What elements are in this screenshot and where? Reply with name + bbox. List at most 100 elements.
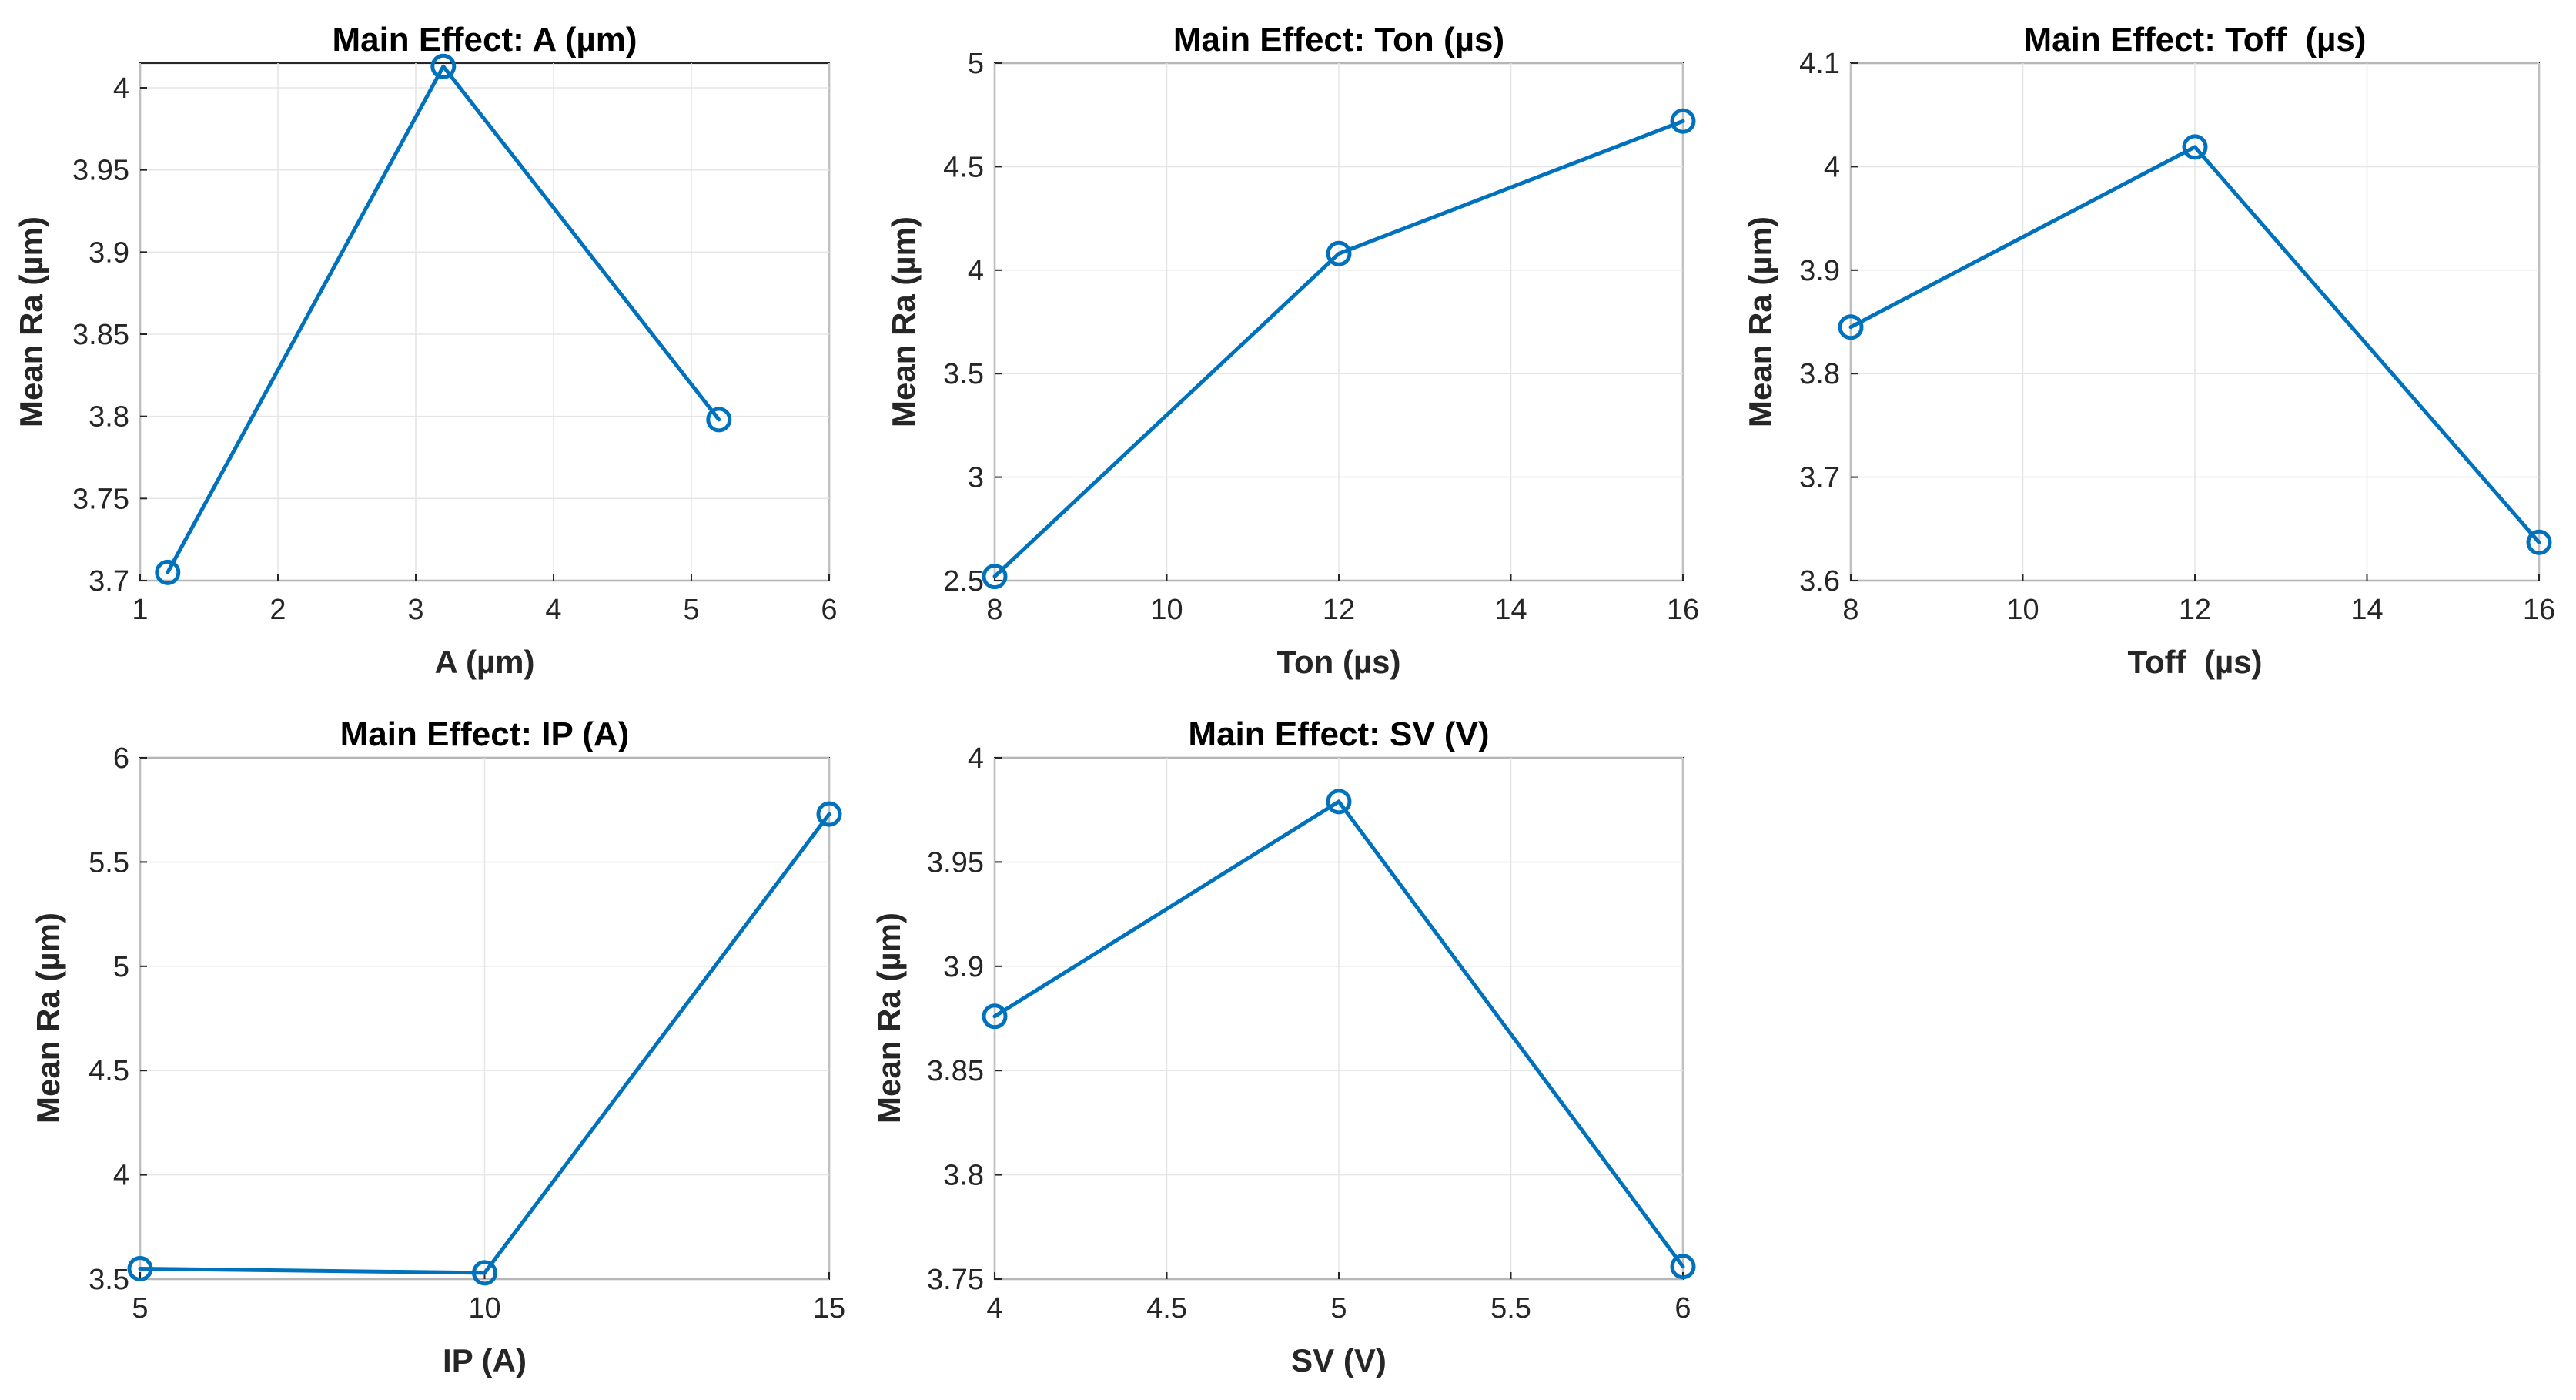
x-tick-label: 6 [821,594,837,626]
y-tick-label: 5.5 [89,846,129,879]
y-tick-label: 4.5 [89,1055,129,1087]
y-tick-label: 6 [113,742,129,775]
series-line [992,119,1685,579]
plot-main-effect-ip: Main Effect: IP (A) IP (A) Mean Ra (µm) … [30,715,845,1378]
data-point-marker [430,53,457,79]
data-point-marker [127,1255,153,1281]
grid [994,757,1684,1280]
x-tick-label: 10 [468,1292,500,1325]
data-point-marker [155,559,181,585]
y-tick-label: 3.9 [1799,255,1840,287]
x-tick-label: 16 [1667,594,1699,626]
y-tick-label: 3.95 [72,155,129,187]
axes-box [139,62,831,582]
plot-main-effect-toff: Main Effect: Toff (µs) Toff (µs) Mean Ra… [1742,21,2555,680]
y-tick-label: 4.1 [1799,48,1840,80]
y-tick-label: 4 [1824,151,1840,183]
y-tick-label: 3.8 [943,1160,984,1192]
y-tick-label: 3.6 [1799,565,1840,598]
y-axis-label: Mean Ra (µm) [885,216,922,427]
x-tick-label: 5 [683,594,699,626]
data-point-marker [982,564,1008,590]
data-point-marker [2526,529,2552,555]
x-tick-label: 5 [1330,1292,1347,1325]
x-tick-label: 10 [1150,594,1183,626]
y-tick-label: 5 [113,951,129,983]
x-tick-label: 2 [269,594,286,626]
y-tick-label: 3.85 [927,1055,984,1087]
plot-title: Main Effect: Ton (µs) [1173,21,1504,59]
x-axis-label: IP (A) [443,1342,527,1378]
series-line [166,64,721,574]
y-tick-label: 3.7 [89,565,129,598]
x-tick-label: 4 [986,1292,1002,1325]
grid [139,63,830,581]
x-tick-label: 14 [2350,594,2383,626]
x-tick-label: 5 [132,1292,148,1325]
x-axis-label: SV (V) [1291,1342,1387,1378]
y-tick-label: 3.7 [1799,462,1840,494]
x-tick-label: 14 [1494,594,1527,626]
plot-title: Main Effect: SV (V) [1188,715,1489,753]
data-point-marker [1326,789,1352,815]
data-point-marker [706,407,732,433]
plot-title: Main Effect: Toff (µs) [2024,21,2367,59]
y-tick-label: 3.5 [89,1264,129,1296]
x-tick-label: 15 [813,1292,845,1325]
data-point-marker [472,1260,497,1286]
y-tick-label: 3.75 [72,483,129,515]
y-tick-label: 4 [113,1160,129,1192]
y-tick-label: 4 [113,72,129,105]
y-tick-label: 3 [968,462,984,494]
x-tick-label: 12 [2179,594,2211,626]
x-tick-label: 16 [2523,594,2555,626]
data-point-marker [1670,1254,1696,1280]
plot-main-effect-a: Main Effect: A (µm) A (µm) Mean Ra (µm) … [13,21,837,680]
series-line [1848,145,2541,544]
plot-title: Main Effect: IP (A) [340,715,630,753]
y-axis-label: Mean Ra (µm) [13,216,49,427]
y-tick-label: 4 [968,255,984,287]
x-axis-label: Ton (µs) [1276,644,1400,680]
data-point-marker [1670,108,1696,134]
y-tick-label: 3.8 [89,401,129,434]
grid [139,757,830,1280]
x-tick-label: 8 [1842,594,1858,626]
y-tick-label: 3.8 [1799,358,1840,390]
data-point-marker [1326,240,1352,266]
x-axis-label: Toff (µs) [2127,644,2262,680]
y-tick-label: 2.5 [943,565,984,598]
x-tick-label: 4.5 [1146,1292,1187,1325]
data-point-marker [2182,134,2208,160]
x-axis-label: A (µm) [435,644,535,680]
plot-main-effect-sv: Main Effect: SV (V) SV (V) Mean Ra (µm) … [871,715,1696,1378]
x-tick-label: 10 [2006,594,2039,626]
x-tick-label: 8 [986,594,1002,626]
x-tick-label: 4 [545,594,561,626]
y-tick-label: 3.9 [89,236,129,269]
y-tick-label: 3.75 [927,1264,984,1296]
y-axis-label: Mean Ra (µm) [871,913,907,1124]
plot-main-effect-ton: Main Effect: Ton (µs) Ton (µs) Mean Ra (… [885,21,1699,680]
y-tick-label: 3.5 [943,358,984,390]
y-tick-label: 3.95 [927,846,984,879]
x-tick-label: 6 [1674,1292,1691,1325]
series-line [992,799,1685,1269]
y-tick-label: 4 [968,742,984,775]
x-tick-label: 12 [1323,594,1355,626]
y-axis-label: Mean Ra (µm) [30,913,66,1124]
data-point-marker [1838,314,1864,340]
plot-title: Main Effect: A (µm) [332,21,637,59]
y-tick-label: 3.9 [943,951,984,983]
x-tick-label: 5.5 [1490,1292,1531,1325]
x-tick-label: 3 [407,594,423,626]
data-point-marker [982,1003,1008,1030]
series-line [138,812,831,1275]
data-point-marker [816,801,842,827]
y-axis-label: Mean Ra (µm) [1742,216,1778,427]
x-tick-label: 1 [132,594,148,626]
y-tick-label: 3.85 [72,319,129,351]
y-tick-label: 4.5 [943,151,984,183]
y-tick-label: 5 [968,48,984,80]
